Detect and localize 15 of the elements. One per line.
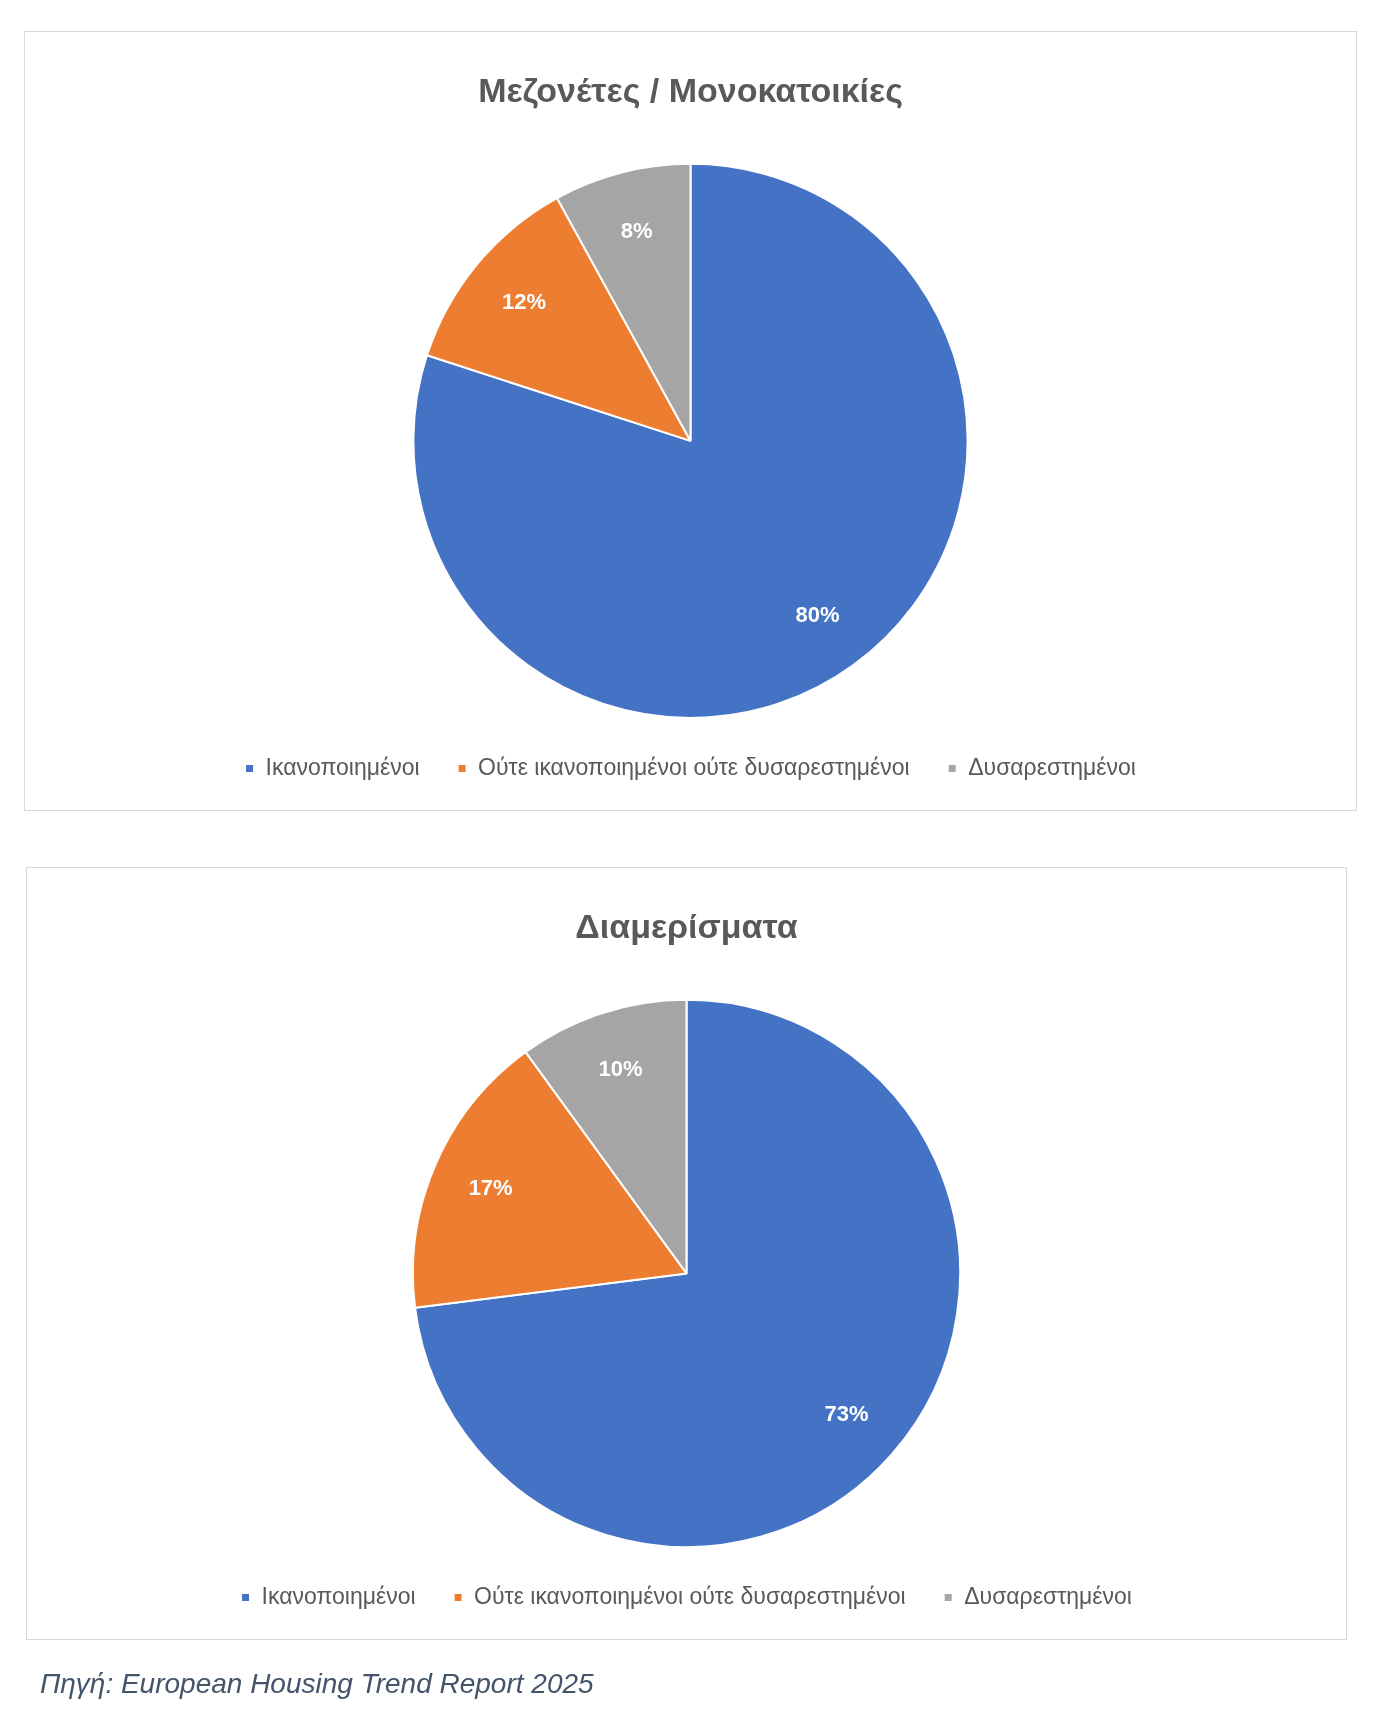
legend-label: Ικανοποιημένοι — [265, 753, 420, 780]
text: Πηγή: European Housing Trend Report 2025 — [40, 1668, 594, 1700]
legend-label: Ούτε ικανοποιημένοι ούτε δυσαρεστημένοι — [474, 1582, 906, 1609]
legend-label: Ικανοποιημένοι — [261, 1582, 416, 1609]
chart-title: Μεζονέτες / Μονοκατοικίες — [478, 70, 903, 109]
data-label: 8% — [620, 217, 653, 243]
data-label: 80% — [795, 601, 840, 627]
data-label: 73% — [824, 1400, 869, 1426]
data-label: 10% — [598, 1056, 643, 1082]
legend-label: Δυσαρεστημένοι — [964, 1582, 1132, 1609]
chart-title: Διαμερίσματα — [575, 906, 798, 945]
data-label: 12% — [501, 289, 546, 315]
legend-label: Ούτε ικανοποιημένοι ούτε δυσαρεστημένοι — [478, 753, 910, 780]
legend-label: Δυσαρεστημένοι — [968, 753, 1136, 780]
data-label: 17% — [468, 1174, 513, 1200]
